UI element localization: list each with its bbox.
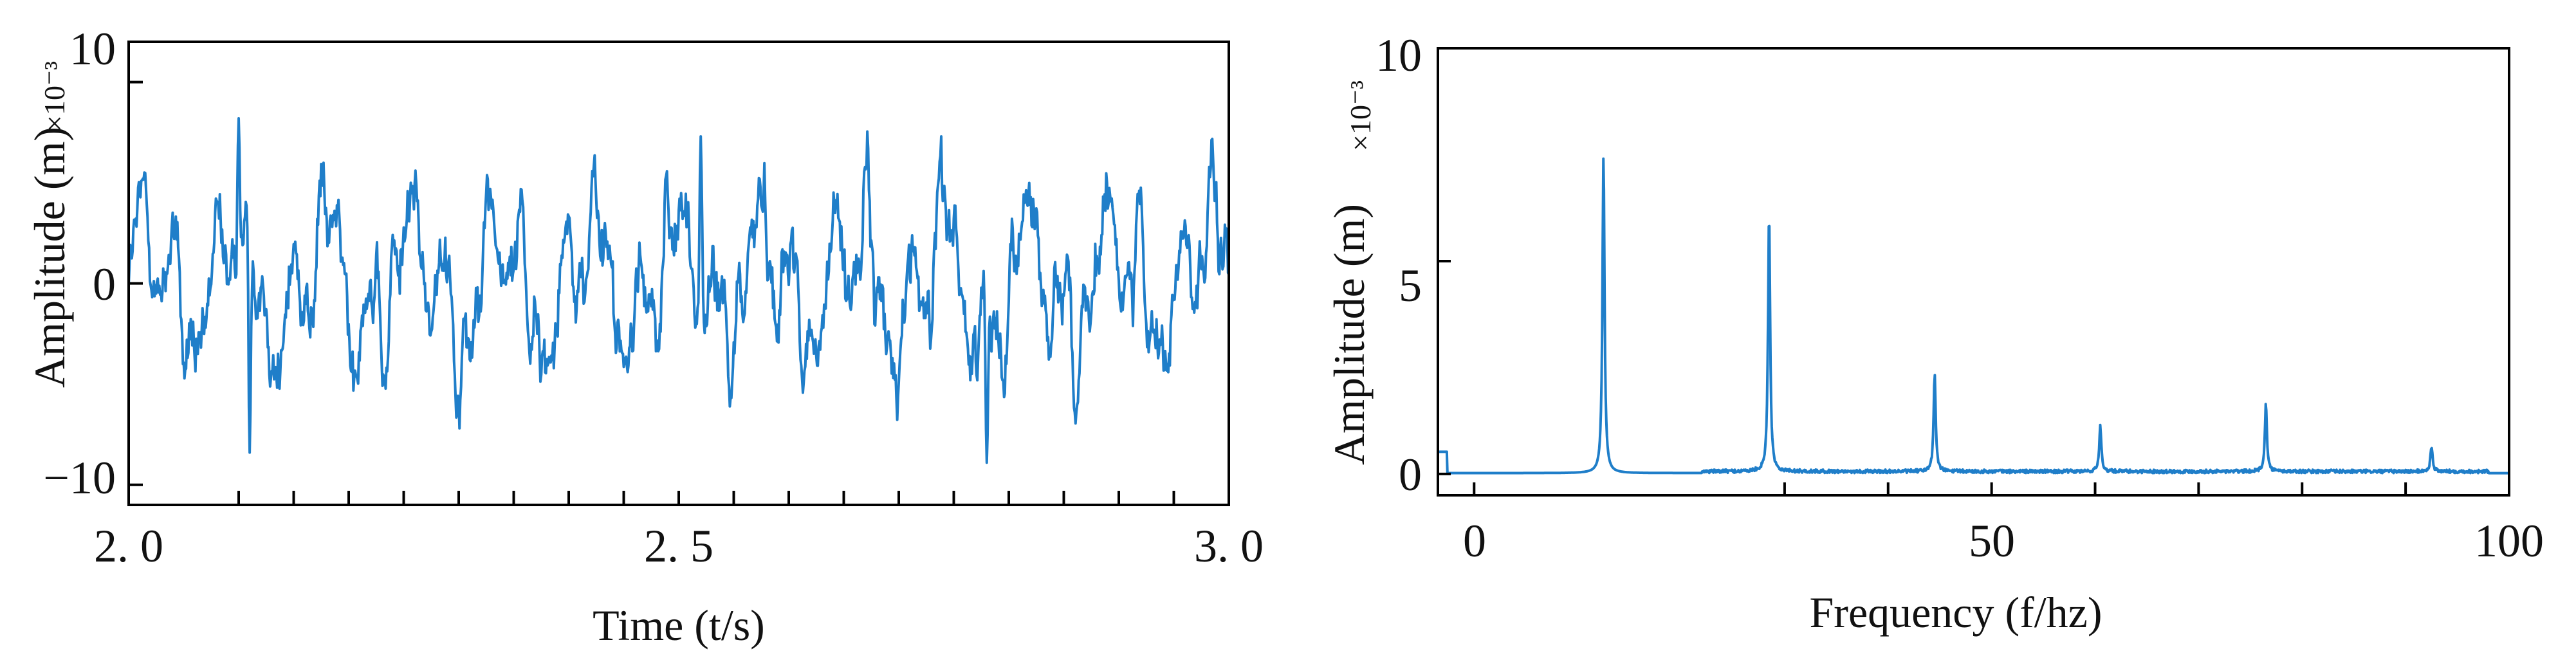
time-axis-ticks (127, 80, 1230, 505)
y-tick-label-10: 10 (69, 23, 116, 75)
x-axis-title: Time (t/s) (593, 601, 765, 650)
spectrum-y-tick-label-5: 5 (1399, 260, 1422, 311)
spectrum-line (1437, 157, 2510, 475)
spectrum-x-tick-label-50: 50 (1969, 515, 2015, 567)
time-domain-chart: 10 0 −10 2. 0 2. 5 3. 0 Time (t/s) Ampli… (25, 23, 1264, 650)
x-tick-label-3.0: 3. 0 (1194, 520, 1264, 572)
x-tick-label-2.5: 2. 5 (644, 520, 713, 572)
time-series-line-layer (127, 117, 1230, 464)
spectrum-y-axis-title: Amplitude (m) (1325, 204, 1374, 465)
y-tick-label-0: 0 (93, 259, 116, 310)
y-multiplier-label: ×10⁻³ (38, 61, 71, 132)
time-series-line (127, 117, 1230, 464)
spectrum-x-tick-label-0: 0 (1463, 515, 1486, 567)
y-tick-label-neg10: −10 (43, 452, 116, 504)
y-axis-title: Amplitude (m) (25, 127, 74, 388)
x-tick-label-2.0: 2. 0 (94, 520, 163, 572)
spectrum-y-tick-label-10: 10 (1375, 30, 1422, 81)
spectrum-line-layer (1437, 157, 2510, 475)
spectrum-y-tick-label-0: 0 (1399, 449, 1422, 500)
spectrum-y-multiplier-label: ×10⁻³ (1344, 80, 1377, 151)
spectrum-x-tick-label-100: 100 (2474, 515, 2544, 567)
spectrum-plot-frame (1437, 47, 2510, 497)
frequency-spectrum-chart: 10 5 0 0 50 100 Frequency (f/hz) Amplitu… (1325, 30, 2544, 637)
spectrum-x-axis-title: Frequency (f/hz) (1809, 588, 2102, 637)
spectrum-axis-ticks (1438, 47, 2510, 495)
